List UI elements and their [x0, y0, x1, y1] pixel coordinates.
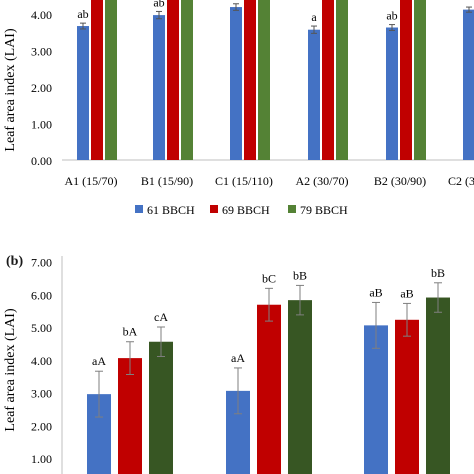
- legend-swatch: [210, 205, 218, 213]
- bar-data-label: aB: [369, 285, 382, 299]
- ytick-label: 4.00: [31, 354, 52, 368]
- bar-data-label: bC: [262, 271, 276, 285]
- bar: [364, 325, 388, 474]
- bar: [395, 319, 419, 474]
- bar: [414, 0, 426, 160]
- bar: [386, 27, 398, 160]
- bar: [77, 26, 89, 161]
- bar: [91, 0, 103, 160]
- x-tick-label: B2 (30/90): [374, 174, 426, 188]
- bar: [244, 0, 256, 160]
- bar: [322, 0, 334, 160]
- ytick-label: 1.00: [31, 452, 52, 466]
- legend-label: 69 BBCH: [222, 203, 270, 217]
- bar: [153, 15, 165, 160]
- x-tick-label: A1 (15/70): [65, 174, 118, 188]
- ytick-label: 0.00: [31, 154, 52, 168]
- y-axis-label: Leaf area index (LAI): [3, 308, 18, 432]
- legend-swatch: [288, 205, 296, 213]
- bar: [400, 0, 412, 160]
- bar-data-label: bB: [431, 266, 445, 280]
- bar-data-label: ab: [386, 9, 397, 23]
- legend-label: 61 BBCH: [147, 203, 195, 217]
- bar-data-label: cA: [154, 310, 168, 324]
- bar: [149, 341, 173, 474]
- ytick-label: 1.00: [31, 118, 52, 132]
- bar: [258, 0, 270, 160]
- bar: [105, 0, 117, 160]
- ytick-label: 2.00: [31, 419, 52, 433]
- bar: [181, 0, 193, 160]
- bar-data-label: aA: [231, 351, 245, 365]
- x-tick-label: C1 (15/110): [215, 174, 273, 188]
- legend-swatch: [135, 205, 143, 213]
- ytick-label: 5.00: [31, 321, 52, 335]
- bar-data-label: a: [311, 10, 317, 24]
- legend-label: 79 BBCH: [300, 203, 348, 217]
- ytick-label: 3.00: [31, 45, 52, 59]
- bar-data-label: aB: [400, 286, 413, 300]
- bar: [257, 304, 281, 474]
- bar: [118, 358, 142, 474]
- bar: [308, 29, 320, 160]
- bar-data-label: bB: [293, 268, 307, 282]
- bar: [230, 7, 242, 160]
- ytick-label: 3.00: [31, 387, 52, 401]
- bar: [426, 297, 450, 474]
- ytick-label: 7.00: [31, 256, 52, 270]
- x-tick-label: C2 (30/110): [448, 174, 474, 188]
- bar-data-label: ab: [153, 0, 164, 9]
- bar: [336, 0, 348, 160]
- ytick-label: 6.00: [31, 288, 52, 302]
- x-tick-label: B1 (15/90): [141, 174, 193, 188]
- panel-b-label: (b): [6, 254, 24, 269]
- x-tick-label: A2 (30/70): [296, 174, 349, 188]
- ytick-label: 2.00: [31, 81, 52, 95]
- bar-data-label: bA: [123, 325, 138, 339]
- bar: [463, 9, 474, 161]
- bar: [167, 0, 179, 160]
- bar-data-label: aA: [92, 354, 106, 368]
- ytick-label: 4.00: [31, 8, 52, 22]
- bar-data-label: ab: [77, 7, 88, 21]
- y-axis-label: Leaf area index (LAI): [3, 28, 18, 152]
- bar: [288, 300, 312, 474]
